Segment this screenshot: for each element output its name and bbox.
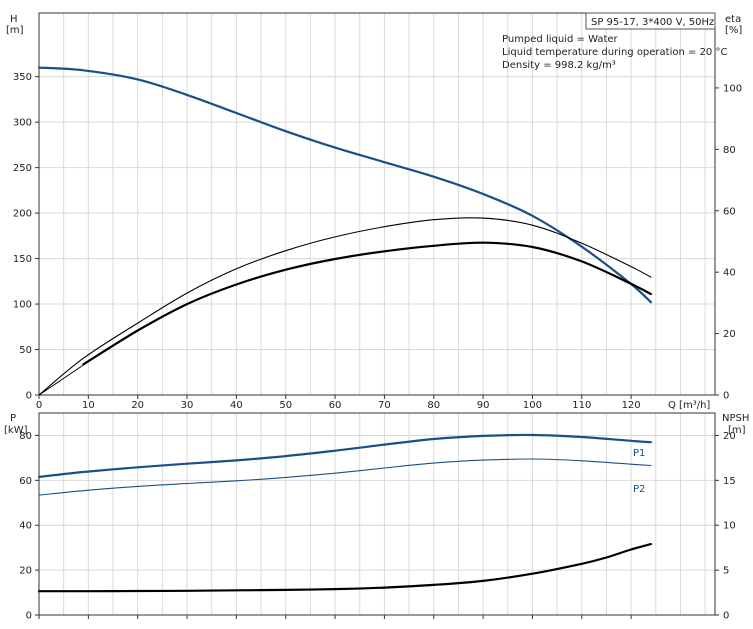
- top-xtick-label-90: 90: [477, 400, 490, 411]
- top-xtick-label-60: 60: [329, 400, 342, 411]
- bottom-series-line-0: [37, 433, 652, 479]
- title-box: [585, 12, 716, 30]
- annotation-temperature: Liquid temperature during operation = 20…: [502, 47, 727, 58]
- top-ltick-label-200: 200: [13, 209, 32, 220]
- bottom-ltick-label-80: 80: [19, 431, 32, 442]
- annotation-density: Density = 998.2 kg/m³: [502, 60, 616, 71]
- top-series-line-2: [38, 217, 652, 396]
- bottom-rtick-label-10: 10: [723, 521, 736, 532]
- top-plot-frame: [38, 12, 716, 396]
- top-xtick-label-120: 120: [622, 400, 641, 411]
- bottom-ltick-label-20: 20: [19, 566, 32, 577]
- power-npsh-plot: 0 20 40 60 80 0 5 10 15 20 P [kW] NPSH [m] P1 P2: [4, 412, 749, 622]
- bottom-ltick-label-60: 60: [19, 476, 32, 487]
- eta-axis-unit: [%]: [725, 25, 742, 36]
- bottom-series-line-1: [38, 458, 652, 496]
- top-xtick-label-30: 30: [181, 400, 194, 411]
- top-xtick-label-80: 80: [427, 400, 440, 411]
- top-ticks: 0 10 20 30 40 50 60 70 80 90 100 110 120050100150200…: [13, 72, 742, 411]
- npsh-axis-unit: [m]: [728, 425, 746, 436]
- legend-p2: P2: [633, 484, 645, 495]
- bottom-ltick-label-0: 0: [26, 611, 32, 622]
- bottom-rtick-label-5: 5: [723, 566, 729, 577]
- top-rtick-label-100: 100: [723, 83, 742, 94]
- top-ltick-label-300: 300: [13, 118, 32, 129]
- top-xtick-label-40: 40: [230, 400, 243, 411]
- top-series-line-1: [82, 241, 652, 366]
- top-xtick-label-0: 0: [36, 400, 42, 411]
- legend-p1: P1: [633, 448, 645, 459]
- chart-title: SP 95-17, 3*400 V, 50Hz: [591, 17, 714, 28]
- top-ltick-label-350: 350: [13, 72, 32, 83]
- head-efficiency-plot: 0 10 20 30 40 50 60 70 80 90 100 110 120050100150200…: [6, 12, 742, 411]
- top-rtick-label-40: 40: [723, 268, 736, 279]
- top-ltick-label-0: 0: [26, 391, 32, 402]
- power-axis-label: P: [10, 413, 16, 424]
- top-xtick-label-50: 50: [279, 400, 292, 411]
- bottom-ticks: 0 20 40 60 80 0 5 10 15 20: [19, 431, 735, 622]
- top-xtick-label-10: 10: [82, 400, 95, 411]
- top-series-line-3: [38, 364, 84, 396]
- top-ltick-label-250: 250: [13, 163, 32, 174]
- top-series-line-0: [37, 66, 652, 304]
- bottom-rtick-label-0: 0: [723, 611, 729, 622]
- top-ltick-label-50: 50: [19, 345, 32, 356]
- bottom-ltick-label-40: 40: [19, 521, 32, 532]
- top-rtick-label-80: 80: [723, 145, 736, 156]
- top-ltick-label-100: 100: [13, 300, 32, 311]
- bottom-grid: [39, 413, 715, 615]
- bottom-plot-frame: [38, 412, 716, 616]
- top-ltick-label-150: 150: [13, 254, 32, 265]
- bottom-rtick-label-20: 20: [723, 431, 736, 442]
- annotation-liquid: Pumped liquid = Water: [502, 34, 619, 45]
- bottom-rtick-label-15: 15: [723, 476, 736, 487]
- head-axis-unit: [m]: [6, 25, 24, 36]
- top-xtick-label-70: 70: [378, 400, 391, 411]
- top-xtick-label-20: 20: [131, 400, 144, 411]
- top-rtick-label-20: 20: [723, 329, 736, 340]
- top-rtick-label-60: 60: [723, 206, 736, 217]
- bottom-series: [37, 433, 652, 593]
- top-xtick-label-110: 110: [572, 400, 591, 411]
- top-rtick-label-0: 0: [723, 391, 729, 402]
- npsh-axis-label: NPSH: [722, 413, 749, 424]
- top-grid: [39, 13, 715, 395]
- head-axis-label: H: [10, 14, 18, 25]
- bottom-series-line-2: [37, 543, 652, 593]
- top-series: [37, 66, 652, 396]
- top-xtick-label-100: 100: [523, 400, 542, 411]
- power-axis-unit: [kW]: [4, 425, 28, 436]
- flow-axis-label: Q [m³/h]: [668, 400, 710, 411]
- eta-axis-label: eta: [725, 14, 741, 25]
